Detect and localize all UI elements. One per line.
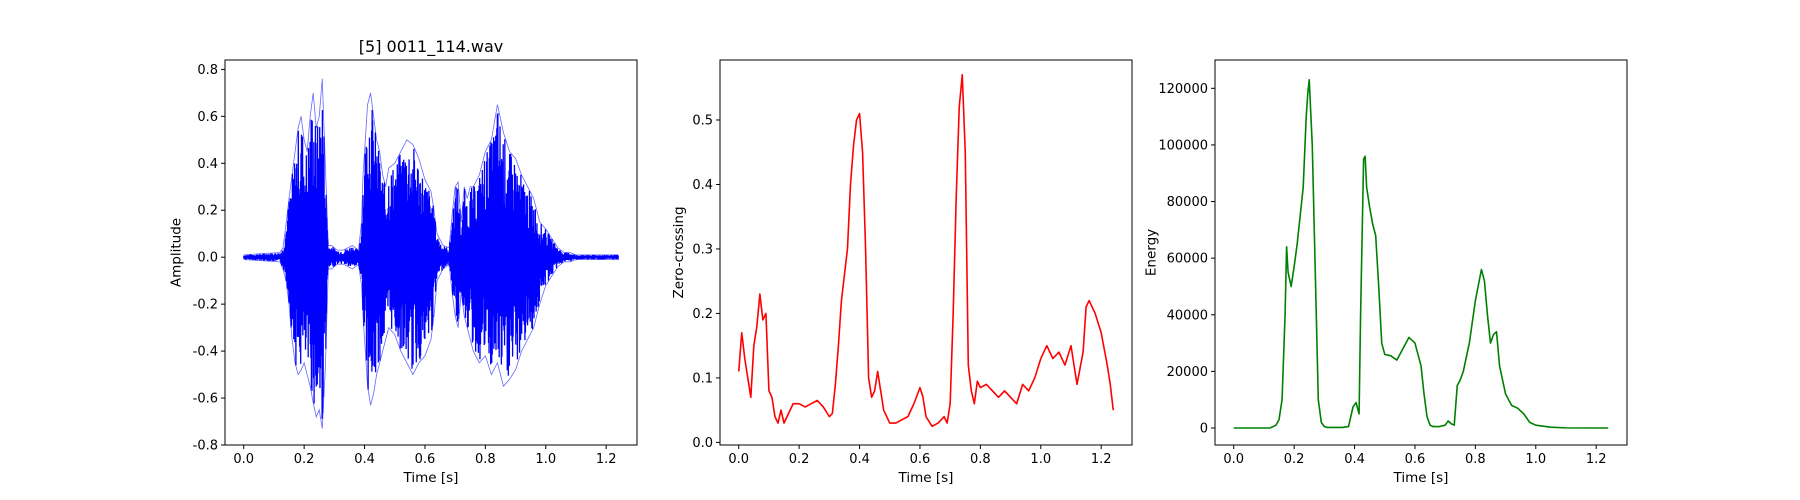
y-tick-label: 0.8 xyxy=(197,63,218,78)
y-tick-label: 20000 xyxy=(1167,365,1208,380)
y-tick-label: 0.6 xyxy=(197,110,218,125)
y-tick-label: 100000 xyxy=(1158,138,1208,153)
y-tick-label: 0.0 xyxy=(197,251,218,266)
x-tick-label: 1.0 xyxy=(535,452,556,467)
x-axis-label: Time [s] xyxy=(403,470,459,486)
series-line-1 xyxy=(1233,79,1609,429)
x-tick-label: 0.4 xyxy=(1344,452,1365,467)
series-line-waveform xyxy=(243,109,619,420)
y-tick-label: 40000 xyxy=(1167,308,1208,323)
series-envelope-upper xyxy=(243,78,619,256)
x-tick-label: 0.8 xyxy=(1465,452,1486,467)
y-tick-label: 0.3 xyxy=(692,242,713,257)
y-tick-label: -0.4 xyxy=(193,345,218,360)
chart-title: [5] 0011_114.wav xyxy=(359,37,503,57)
x-tick-label: 0.0 xyxy=(1223,452,1244,467)
y-tick-label: 0 xyxy=(1200,422,1208,437)
x-tick-label: 1.2 xyxy=(596,452,617,467)
y-tick-label: 120000 xyxy=(1158,82,1208,97)
x-tick-label: 0.2 xyxy=(1284,452,1305,467)
x-axis-label: Time [s] xyxy=(1393,470,1449,486)
axes-frame xyxy=(719,59,1133,446)
y-tick-label: 0.2 xyxy=(197,204,218,219)
x-tick-label: 1.0 xyxy=(1030,452,1051,467)
x-tick-label: 0.6 xyxy=(910,452,931,467)
chart-panel-2: 0.0 0.2 0.4 0.6 0.8 1.0 1.2 0.0 0.1 0.2 0.3 0.4 0.5 T… xyxy=(671,59,1133,486)
x-tick-label: 1.2 xyxy=(1091,452,1112,467)
chart-panel-3: 0.0 0.2 0.4 0.6 0.8 1.0 1.2 0 20000 40000 60000 800… xyxy=(1143,59,1628,486)
y-tick-label: -0.6 xyxy=(193,392,218,407)
y-tick-label: 0.2 xyxy=(692,307,713,322)
y-axis-label: Zero-crossing xyxy=(671,206,687,298)
chart-panel-1: 0.0 0.2 0.4 0.6 0.8 1.0 1.2 -0.8 -0.6 -0.4 -0.2 0.0… xyxy=(169,37,638,486)
axes-frame xyxy=(224,59,638,446)
y-tick-label: 0.1 xyxy=(692,371,713,386)
axes-frame xyxy=(1214,59,1628,446)
x-tick-label: 0.2 xyxy=(294,452,315,467)
plot-area xyxy=(243,78,619,429)
y-tick-label: -0.8 xyxy=(193,439,218,454)
y-tick-label: 0.5 xyxy=(692,113,713,128)
x-tick-label: 0.2 xyxy=(789,452,810,467)
plot-area xyxy=(1233,79,1609,429)
x-tick-label: 0.8 xyxy=(970,452,991,467)
x-tick-label: 0.6 xyxy=(415,452,436,467)
x-tick-label: 0.0 xyxy=(233,452,254,467)
y-tick-label: -0.2 xyxy=(193,298,218,313)
x-tick-label: 0.0 xyxy=(728,452,749,467)
x-tick-label: 0.6 xyxy=(1405,452,1426,467)
y-tick-label: 0.4 xyxy=(197,157,218,172)
y-tick-label: 80000 xyxy=(1167,195,1208,210)
x-tick-label: 1.2 xyxy=(1586,452,1607,467)
x-tick-label: 0.4 xyxy=(849,452,870,467)
x-tick-label: 0.8 xyxy=(475,452,496,467)
y-axis-label: Amplitude xyxy=(169,218,185,287)
y-axis-label: Energy xyxy=(1143,229,1159,276)
y-tick-label: 0.4 xyxy=(692,178,713,193)
plot-area xyxy=(737,74,1115,428)
series-envelope-lower xyxy=(243,259,619,429)
y-tick-label: 0.0 xyxy=(692,436,713,451)
x-axis-label: Time [s] xyxy=(898,470,954,486)
x-tick-label: 1.0 xyxy=(1525,452,1546,467)
y-tick-label: 60000 xyxy=(1167,252,1208,267)
x-tick-label: 0.4 xyxy=(354,452,375,467)
series-line-1 xyxy=(737,74,1115,428)
